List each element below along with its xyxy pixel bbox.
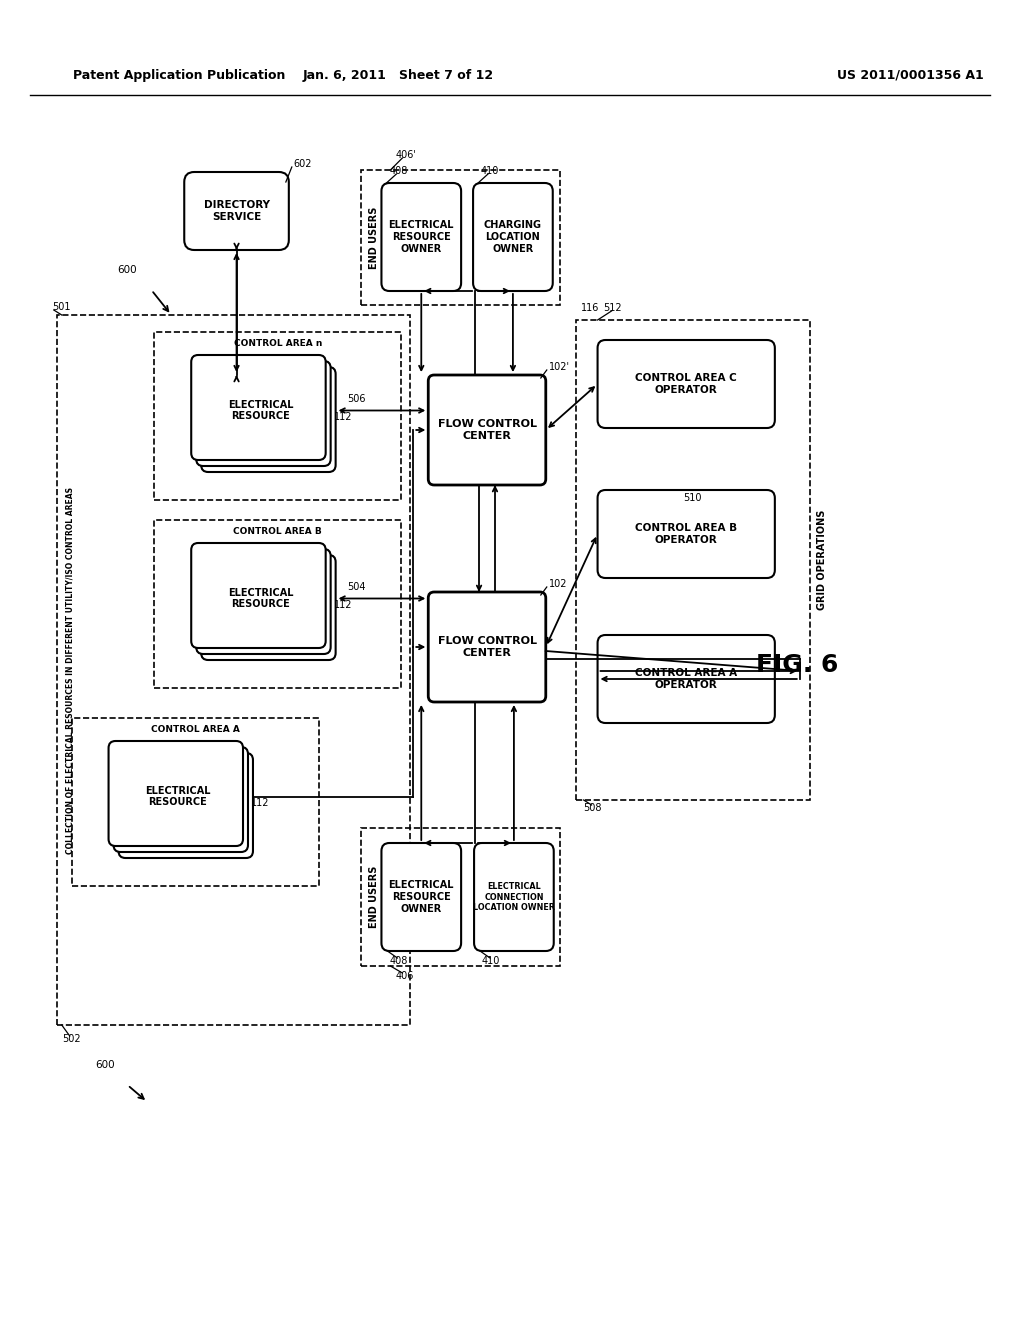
FancyBboxPatch shape [201, 367, 336, 473]
FancyBboxPatch shape [114, 747, 248, 851]
FancyBboxPatch shape [474, 843, 554, 950]
Text: ELECTRICAL
RESOURCE: ELECTRICAL RESOURCE [227, 400, 293, 421]
FancyBboxPatch shape [119, 752, 253, 858]
FancyBboxPatch shape [473, 183, 553, 290]
Text: 410: 410 [482, 956, 501, 966]
Text: FLOW CONTROL
CENTER: FLOW CONTROL CENTER [437, 420, 537, 441]
Text: CONTROL AREA A: CONTROL AREA A [151, 726, 240, 734]
FancyBboxPatch shape [598, 635, 775, 723]
FancyBboxPatch shape [201, 554, 336, 660]
FancyBboxPatch shape [382, 843, 461, 950]
FancyBboxPatch shape [191, 355, 326, 459]
Text: COLLECTION OF ELECTRICAL RESOURCES IN DIFFERENT UTILITY/ISO CONTROL AREAS: COLLECTION OF ELECTRICAL RESOURCES IN DI… [66, 487, 74, 854]
Text: 600: 600 [95, 1060, 115, 1071]
Text: ELECTRICAL
RESOURCE
OWNER: ELECTRICAL RESOURCE OWNER [388, 220, 454, 253]
Text: END USERS: END USERS [370, 866, 380, 928]
Bar [360, 170, 560, 305]
FancyBboxPatch shape [428, 591, 546, 702]
FancyBboxPatch shape [197, 549, 331, 653]
Text: CONTROL AREA n: CONTROL AREA n [233, 339, 323, 348]
Text: 512: 512 [603, 304, 623, 313]
Text: 510: 510 [683, 492, 701, 503]
Text: 406: 406 [395, 972, 414, 981]
FancyBboxPatch shape [598, 490, 775, 578]
Text: ELECTRICAL
RESOURCE
OWNER: ELECTRICAL RESOURCE OWNER [388, 880, 454, 913]
Text: DIRECTORY
SERVICE: DIRECTORY SERVICE [204, 201, 269, 222]
Text: 112: 112 [251, 799, 269, 808]
FancyBboxPatch shape [191, 543, 326, 648]
Text: US 2011/0001356 A1: US 2011/0001356 A1 [837, 69, 983, 82]
Text: CONTROL AREA B
OPERATOR: CONTROL AREA B OPERATOR [635, 523, 737, 545]
Bar [155, 333, 401, 500]
FancyBboxPatch shape [109, 741, 243, 846]
Bar [575, 319, 810, 800]
FancyBboxPatch shape [428, 375, 546, 484]
Text: 504: 504 [347, 582, 367, 593]
Text: 508: 508 [584, 803, 602, 813]
Text: 408: 408 [389, 166, 408, 176]
Text: FLOW CONTROL
CENTER: FLOW CONTROL CENTER [437, 636, 537, 657]
FancyBboxPatch shape [197, 360, 331, 466]
Bar [360, 828, 560, 966]
Bar [72, 718, 318, 886]
Text: 406': 406' [395, 150, 417, 160]
FancyBboxPatch shape [184, 172, 289, 249]
Text: ELECTRICAL
RESOURCE: ELECTRICAL RESOURCE [145, 785, 211, 808]
Text: CONTROL AREA A
OPERATOR: CONTROL AREA A OPERATOR [635, 668, 737, 690]
Text: 410: 410 [481, 166, 500, 176]
Text: 502: 502 [61, 1034, 80, 1044]
Text: 408: 408 [389, 956, 408, 966]
FancyBboxPatch shape [382, 183, 461, 290]
Text: END USERS: END USERS [370, 206, 380, 269]
Text: CHARGING
LOCATION
OWNER: CHARGING LOCATION OWNER [484, 220, 542, 253]
Text: Patent Application Publication: Patent Application Publication [73, 69, 285, 82]
Bar [155, 520, 401, 688]
Text: GRID OPERATIONS: GRID OPERATIONS [817, 510, 826, 610]
Text: ELECTRICAL
RESOURCE: ELECTRICAL RESOURCE [227, 587, 293, 610]
Text: 102': 102' [549, 362, 569, 372]
Text: 112: 112 [334, 412, 352, 422]
Bar [56, 315, 411, 1026]
Text: 102: 102 [549, 579, 567, 589]
Text: 506: 506 [347, 395, 367, 404]
Text: 600: 600 [118, 265, 137, 275]
Text: 602: 602 [294, 158, 312, 169]
Text: CONTROL AREA C
OPERATOR: CONTROL AREA C OPERATOR [635, 374, 737, 395]
Text: Jan. 6, 2011   Sheet 7 of 12: Jan. 6, 2011 Sheet 7 of 12 [303, 69, 494, 82]
Text: ELECTRICAL
CONNECTION
LOCATION OWNER: ELECTRICAL CONNECTION LOCATION OWNER [473, 882, 555, 912]
Text: CONTROL AREA B: CONTROL AREA B [233, 528, 323, 536]
Text: 116: 116 [581, 304, 599, 313]
Text: FIG. 6: FIG. 6 [756, 653, 838, 677]
Text: 501: 501 [52, 302, 71, 312]
FancyBboxPatch shape [598, 341, 775, 428]
Text: 112: 112 [334, 601, 352, 610]
